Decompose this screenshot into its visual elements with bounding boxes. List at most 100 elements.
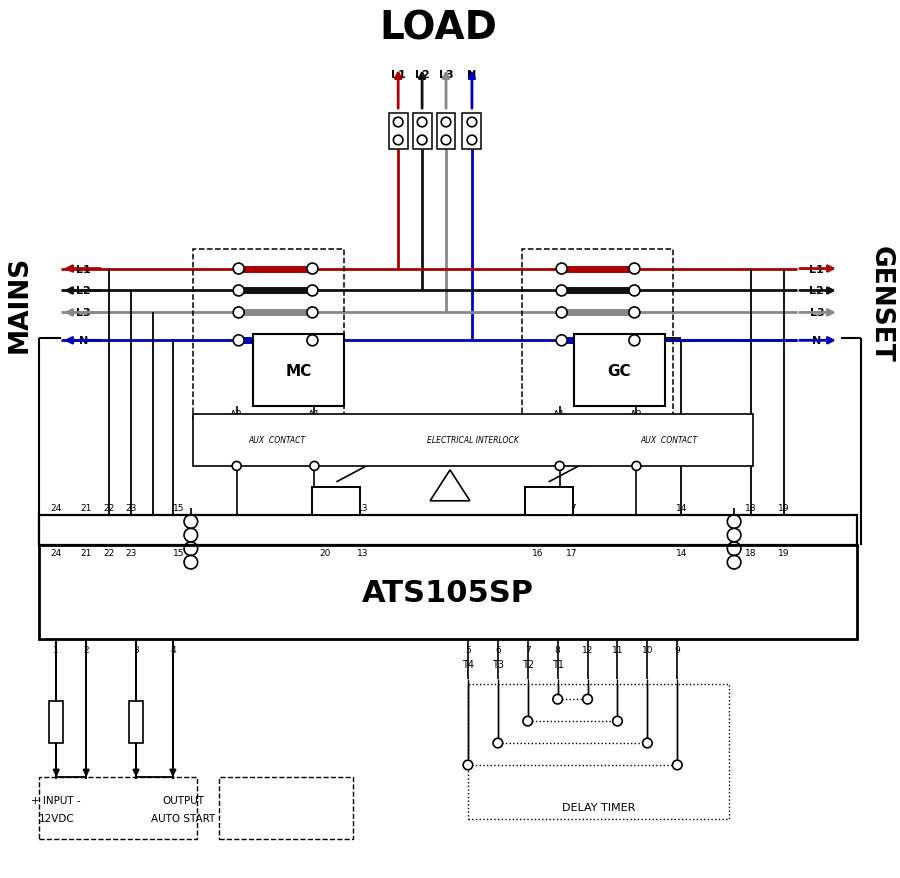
Text: 9: 9 bbox=[674, 645, 680, 654]
Text: 21: 21 bbox=[80, 504, 92, 513]
Circle shape bbox=[493, 738, 502, 748]
Bar bbox=[312, 487, 360, 515]
Circle shape bbox=[307, 307, 318, 319]
Text: 15: 15 bbox=[173, 504, 184, 513]
Bar bbox=[129, 702, 143, 743]
Text: 12: 12 bbox=[582, 645, 593, 654]
Circle shape bbox=[393, 136, 403, 146]
Bar bbox=[253, 335, 345, 407]
Circle shape bbox=[418, 118, 427, 127]
Text: 17: 17 bbox=[566, 504, 578, 513]
Circle shape bbox=[441, 118, 451, 127]
Circle shape bbox=[233, 285, 244, 297]
Text: 19: 19 bbox=[778, 549, 789, 558]
Text: 24: 24 bbox=[50, 549, 62, 558]
Circle shape bbox=[643, 738, 652, 748]
Text: 24: 24 bbox=[50, 504, 62, 513]
Text: OUTPUT: OUTPUT bbox=[162, 795, 204, 805]
Text: 20: 20 bbox=[320, 549, 331, 558]
Circle shape bbox=[556, 307, 567, 319]
Text: 18: 18 bbox=[745, 504, 757, 513]
Circle shape bbox=[393, 118, 403, 127]
Bar bbox=[468, 685, 729, 819]
Text: GENSET: GENSET bbox=[868, 246, 894, 363]
Circle shape bbox=[441, 136, 451, 146]
Text: AUX  CONTACT: AUX CONTACT bbox=[248, 436, 305, 445]
Text: 8: 8 bbox=[554, 645, 561, 654]
Bar bbox=[50, 702, 63, 743]
Text: 16: 16 bbox=[532, 504, 544, 513]
Text: 3: 3 bbox=[133, 645, 139, 654]
Circle shape bbox=[307, 263, 318, 275]
Circle shape bbox=[467, 118, 477, 127]
Text: T3: T3 bbox=[491, 659, 504, 670]
Circle shape bbox=[629, 263, 640, 275]
Text: 14: 14 bbox=[676, 504, 687, 513]
Circle shape bbox=[629, 285, 640, 297]
Text: 23: 23 bbox=[125, 549, 137, 558]
Text: T4: T4 bbox=[462, 659, 474, 670]
Text: LOAD: LOAD bbox=[379, 10, 497, 47]
Text: 12VDC: 12VDC bbox=[39, 813, 74, 823]
Circle shape bbox=[629, 335, 640, 347]
Circle shape bbox=[523, 716, 533, 726]
Text: DELAY TIMER: DELAY TIMER bbox=[562, 802, 635, 812]
Text: MAINS: MAINS bbox=[6, 255, 32, 353]
Circle shape bbox=[629, 307, 640, 319]
Text: 13: 13 bbox=[356, 549, 368, 558]
Text: A1: A1 bbox=[308, 410, 320, 420]
Bar bbox=[525, 487, 572, 515]
Text: 15: 15 bbox=[173, 549, 184, 558]
Circle shape bbox=[233, 307, 244, 319]
Circle shape bbox=[418, 136, 427, 146]
Text: A2: A2 bbox=[630, 410, 643, 420]
Text: L3: L3 bbox=[438, 70, 454, 80]
Circle shape bbox=[467, 136, 477, 146]
Text: L3: L3 bbox=[809, 308, 824, 318]
Text: N: N bbox=[467, 70, 477, 80]
Text: 20: 20 bbox=[320, 504, 331, 513]
Circle shape bbox=[556, 285, 567, 297]
Text: 16: 16 bbox=[532, 549, 544, 558]
Text: N: N bbox=[78, 336, 88, 346]
Text: AUX  CONTACT: AUX CONTACT bbox=[641, 436, 698, 445]
Circle shape bbox=[672, 760, 682, 770]
Circle shape bbox=[307, 335, 318, 347]
Bar bbox=[40, 545, 857, 640]
Text: MC: MC bbox=[285, 363, 311, 378]
Text: 4: 4 bbox=[170, 645, 176, 654]
Text: L2: L2 bbox=[76, 286, 91, 296]
Circle shape bbox=[464, 760, 472, 770]
Text: 19: 19 bbox=[778, 504, 789, 513]
Circle shape bbox=[556, 263, 567, 275]
Text: ELECTRICAL INTERLOCK: ELECTRICAL INTERLOCK bbox=[427, 436, 519, 445]
Text: 10: 10 bbox=[642, 645, 653, 654]
Bar bbox=[40, 777, 197, 838]
Text: L2: L2 bbox=[809, 286, 824, 296]
Text: 23: 23 bbox=[125, 504, 137, 513]
Bar bbox=[463, 114, 482, 150]
Text: 22: 22 bbox=[104, 549, 114, 558]
Bar bbox=[522, 249, 673, 421]
Bar bbox=[193, 249, 345, 421]
Text: L2: L2 bbox=[415, 70, 429, 80]
Circle shape bbox=[310, 462, 319, 471]
Text: 2: 2 bbox=[84, 645, 89, 654]
Circle shape bbox=[632, 462, 641, 471]
Text: L1: L1 bbox=[76, 264, 91, 274]
Text: 6: 6 bbox=[495, 645, 500, 654]
Bar bbox=[389, 114, 408, 150]
Text: 14: 14 bbox=[676, 549, 687, 558]
Bar bbox=[436, 114, 455, 150]
Text: L1: L1 bbox=[391, 70, 406, 80]
Bar bbox=[193, 414, 753, 466]
Text: 18: 18 bbox=[745, 549, 757, 558]
Text: L3: L3 bbox=[76, 308, 91, 318]
Text: 7: 7 bbox=[525, 645, 531, 654]
Bar bbox=[412, 114, 432, 150]
Text: 13: 13 bbox=[356, 504, 368, 513]
Text: 22: 22 bbox=[104, 504, 114, 513]
Text: AUTO START: AUTO START bbox=[151, 813, 215, 823]
Circle shape bbox=[232, 462, 241, 471]
Text: + INPUT -: + INPUT - bbox=[32, 795, 81, 805]
